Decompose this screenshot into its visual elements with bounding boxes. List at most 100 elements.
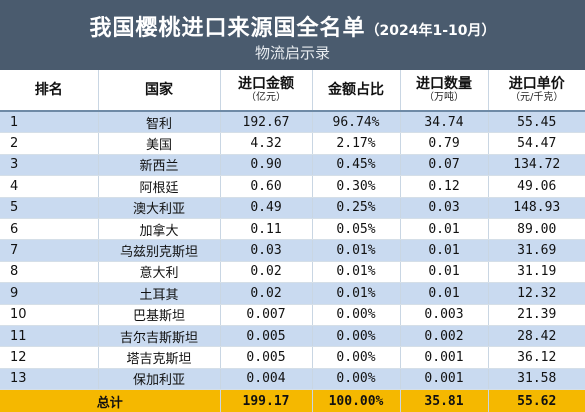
cell-country: 乌兹别克斯坦 xyxy=(98,240,220,261)
cell-price: 148.93 xyxy=(488,197,585,218)
cell-rank: 13 xyxy=(0,368,98,389)
cell-rank: 9 xyxy=(0,283,98,304)
cell-quantity: 0.01 xyxy=(400,261,488,282)
cell-price: 12.32 xyxy=(488,283,585,304)
cell-price: 31.69 xyxy=(488,240,585,261)
cell-quantity: 0.79 xyxy=(400,133,488,154)
cell-amount: 0.02 xyxy=(220,261,312,282)
cell-country: 阿根廷 xyxy=(98,176,220,197)
cell-price: 21.39 xyxy=(488,304,585,325)
cell-amount: 0.005 xyxy=(220,325,312,346)
cell-country: 土耳其 xyxy=(98,283,220,304)
cell-share: 0.45% xyxy=(312,154,400,175)
cell-price: 31.58 xyxy=(488,368,585,389)
cell-quantity: 0.12 xyxy=(400,176,488,197)
col-label: 排名 xyxy=(35,82,63,98)
cell-share: 0.00% xyxy=(312,347,400,368)
cell-price: 89.00 xyxy=(488,218,585,239)
cell-amount: 0.005 xyxy=(220,347,312,368)
cell-share: 2.17% xyxy=(312,133,400,154)
cell-rank: 6 xyxy=(0,218,98,239)
col-header-share: 金额占比 xyxy=(312,70,400,111)
cell-rank: 11 xyxy=(0,325,98,346)
cell-rank: 4 xyxy=(0,176,98,197)
cell-price: 55.45 xyxy=(488,111,585,133)
cell-share: 0.00% xyxy=(312,368,400,389)
source-label: 物流启示录 xyxy=(0,42,585,63)
total-label: 总计 xyxy=(0,390,220,412)
total-share: 100.00% xyxy=(312,390,400,412)
cell-price: 28.42 xyxy=(488,325,585,346)
cell-share: 0.01% xyxy=(312,261,400,282)
cell-amount: 0.004 xyxy=(220,368,312,389)
col-label: 进口金额 xyxy=(238,76,294,92)
col-label: 国家 xyxy=(145,82,173,98)
col-header-quantity: 进口数量（万吨） xyxy=(400,70,488,111)
cell-amount: 0.11 xyxy=(220,218,312,239)
cell-rank: 10 xyxy=(0,304,98,325)
cell-quantity: 0.001 xyxy=(400,347,488,368)
cell-share: 0.00% xyxy=(312,325,400,346)
cell-amount: 0.007 xyxy=(220,304,312,325)
page-title: 我国樱桃进口来源国全名单（2024年1-10月） xyxy=(0,10,585,42)
col-unit: （元/千克） xyxy=(489,92,585,104)
cell-country: 塔吉克斯坦 xyxy=(98,347,220,368)
header-row: 排名 国家 进口金额（亿元） 金额占比 进口数量（万吨） 进口单价（元/千克） xyxy=(0,70,585,111)
cell-amount: 0.49 xyxy=(220,197,312,218)
cell-country: 新西兰 xyxy=(98,154,220,175)
col-unit: （万吨） xyxy=(401,92,488,104)
cell-rank: 2 xyxy=(0,133,98,154)
col-unit: （亿元） xyxy=(221,92,312,104)
cell-price: 134.72 xyxy=(488,154,585,175)
cell-country: 吉尔吉斯斯坦 xyxy=(98,325,220,346)
col-header-amount: 进口金额（亿元） xyxy=(220,70,312,111)
cell-amount: 4.32 xyxy=(220,133,312,154)
cell-share: 0.25% xyxy=(312,197,400,218)
cell-rank: 5 xyxy=(0,197,98,218)
cell-quantity: 0.01 xyxy=(400,283,488,304)
cell-country: 澳大利亚 xyxy=(98,197,220,218)
total-price: 55.62 xyxy=(488,390,585,412)
cell-country: 保加利亚 xyxy=(98,368,220,389)
cell-quantity: 0.07 xyxy=(400,154,488,175)
col-header-price: 进口单价（元/千克） xyxy=(488,70,585,111)
cell-price: 54.47 xyxy=(488,133,585,154)
title-period: （2024年1-10月） xyxy=(366,23,496,39)
cell-amount: 0.02 xyxy=(220,283,312,304)
total-quantity: 35.81 xyxy=(400,390,488,412)
col-label: 进口数量 xyxy=(416,76,472,92)
col-label: 金额占比 xyxy=(328,82,384,98)
cell-quantity: 0.002 xyxy=(400,325,488,346)
cell-share: 0.30% xyxy=(312,176,400,197)
cell-amount: 192.67 xyxy=(220,111,312,133)
cell-price: 31.19 xyxy=(488,261,585,282)
cell-amount: 0.60 xyxy=(220,176,312,197)
cell-rank: 7 xyxy=(0,240,98,261)
total-amount: 199.17 xyxy=(220,390,312,412)
title-banner: 我国樱桃进口来源国全名单（2024年1-10月） 物流启示录 xyxy=(0,0,585,70)
col-header-country: 国家 xyxy=(98,70,220,111)
cell-country: 加拿大 xyxy=(98,218,220,239)
col-label: 进口单价 xyxy=(509,76,565,92)
cell-share: 96.74% xyxy=(312,111,400,133)
cell-amount: 0.90 xyxy=(220,154,312,175)
title-text: 我国樱桃进口来源国全名单 xyxy=(89,16,365,41)
cell-share: 0.00% xyxy=(312,304,400,325)
cell-share: 0.05% xyxy=(312,218,400,239)
cell-price: 36.12 xyxy=(488,347,585,368)
cell-amount: 0.03 xyxy=(220,240,312,261)
cell-price: 49.06 xyxy=(488,176,585,197)
cell-rank: 1 xyxy=(0,111,98,133)
cell-quantity: 0.001 xyxy=(400,368,488,389)
